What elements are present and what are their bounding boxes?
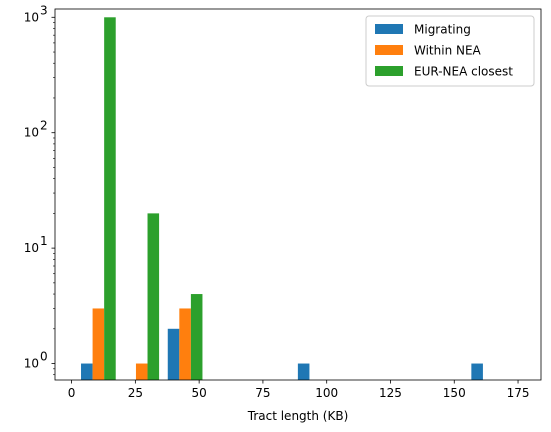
x-axis-ticks: 0 25 50 75 100 125 150 175 [68, 380, 530, 400]
bar-within-nea-bin-0 [92, 308, 105, 380]
legend-swatch [375, 45, 403, 55]
y-tick-label: 10 [24, 357, 39, 371]
legend-label: EUR-NEA closest [414, 65, 513, 79]
bar-eur-nea-closest-bin-2 [190, 294, 203, 380]
bar-within-nea-bin-2 [179, 308, 191, 380]
x-tick-label: 0 [68, 386, 76, 400]
legend-label: Within NEA [414, 44, 482, 58]
y-tick-exponent: 2 [40, 119, 48, 133]
bar-migrating-bin-2 [167, 328, 180, 380]
y-tick-label: 10 [24, 241, 39, 255]
legend-label: Migrating [414, 23, 471, 37]
x-tick-label: 25 [128, 386, 143, 400]
bar-migrating-bin-9 [471, 363, 483, 380]
x-axis-label: Tract length (KB) [247, 409, 349, 423]
legend-swatch [375, 66, 403, 76]
x-tick-label: 75 [255, 386, 270, 400]
x-tick-label: 50 [192, 386, 207, 400]
bar-eur-nea-closest-bin-0 [104, 17, 116, 380]
y-tick-exponent: 3 [40, 3, 48, 17]
y-tick-exponent: 0 [40, 350, 48, 364]
bar-migrating-bin-0 [81, 363, 93, 380]
bar-migrating-bin-5 [297, 363, 310, 380]
y-tick-label: 10 [24, 10, 39, 24]
bar-eur-nea-closest-bin-1 [147, 213, 160, 380]
y-tick-label: 10 [24, 126, 39, 140]
x-tick-label: 100 [315, 386, 338, 400]
plot-frame [54, 8, 542, 381]
x-tick-label: 125 [379, 386, 402, 400]
legend-swatch [375, 24, 403, 34]
legend-frame [365, 15, 535, 87]
bar-within-nea-bin-1 [135, 363, 148, 380]
legend: Migrating Within NEA EUR-NEA closest [365, 15, 535, 87]
bars-group [81, 17, 483, 380]
x-tick-label: 150 [443, 386, 466, 400]
y-tick-exponent: 1 [40, 234, 48, 248]
x-tick-label: 175 [507, 386, 530, 400]
